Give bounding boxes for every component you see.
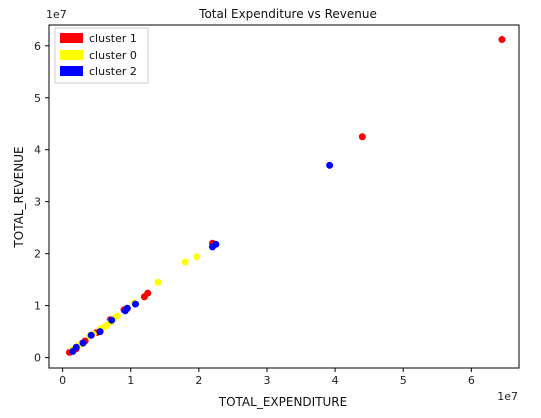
data-point-cluster-2 xyxy=(326,161,334,169)
y-offset-label: 1e7 xyxy=(46,8,67,21)
legend-swatch-cluster-1 xyxy=(60,33,83,43)
points-layer xyxy=(65,36,506,356)
x-tick-label: 2 xyxy=(195,374,202,387)
x-tick-label: 6 xyxy=(468,374,475,387)
y-tick-label: 6 xyxy=(34,40,41,53)
chart-title: Total Expenditure vs Revenue xyxy=(198,7,377,21)
data-point-cluster-1 xyxy=(144,289,152,297)
y-tick-label: 3 xyxy=(34,196,41,209)
data-point-cluster-2 xyxy=(79,339,87,347)
data-point-cluster-0 xyxy=(113,312,121,320)
y-tick-label: 4 xyxy=(34,144,41,157)
y-tick-label: 5 xyxy=(34,92,41,105)
x-tick-label: 0 xyxy=(59,374,66,387)
x-tick-label: 3 xyxy=(263,374,270,387)
legend-swatch-cluster-2 xyxy=(60,66,83,76)
data-point-cluster-0 xyxy=(154,278,162,286)
x-tick-label: 1 xyxy=(127,374,134,387)
legend: cluster 1 cluster 0 cluster 2 xyxy=(54,27,149,84)
data-point-cluster-2 xyxy=(123,304,131,312)
x-tick-label: 5 xyxy=(400,374,407,387)
data-point-cluster-2 xyxy=(87,331,95,339)
x-axis-label: TOTAL_EXPENDITURE xyxy=(218,395,347,409)
data-point-cluster-2 xyxy=(108,316,116,324)
plot-frame xyxy=(48,24,520,369)
tick-layer: 0 1 2 3 4 5 6 0 1 2 3 4 5 6 xyxy=(34,40,475,387)
y-tick-label: 2 xyxy=(34,248,41,261)
data-point-cluster-0 xyxy=(181,258,189,266)
y-tick-label: 0 xyxy=(34,352,41,365)
data-point-cluster-2 xyxy=(212,240,220,248)
legend-label-cluster-1: cluster 1 xyxy=(89,32,137,45)
x-offset-label: 1e7 xyxy=(497,390,518,403)
data-point-cluster-2 xyxy=(96,328,104,336)
legend-label-cluster-2: cluster 2 xyxy=(89,65,137,78)
legend-label-cluster-0: cluster 0 xyxy=(89,49,137,62)
data-point-cluster-1 xyxy=(498,36,506,44)
legend-swatch-cluster-0 xyxy=(60,50,83,60)
data-point-cluster-1 xyxy=(358,133,366,141)
data-point-cluster-2 xyxy=(72,343,80,351)
x-tick-label: 4 xyxy=(332,374,339,387)
data-point-cluster-0 xyxy=(193,253,201,261)
y-axis-label: TOTAL_REVENUE xyxy=(12,146,26,248)
data-point-cluster-2 xyxy=(132,300,140,308)
y-tick-label: 1 xyxy=(34,300,41,313)
